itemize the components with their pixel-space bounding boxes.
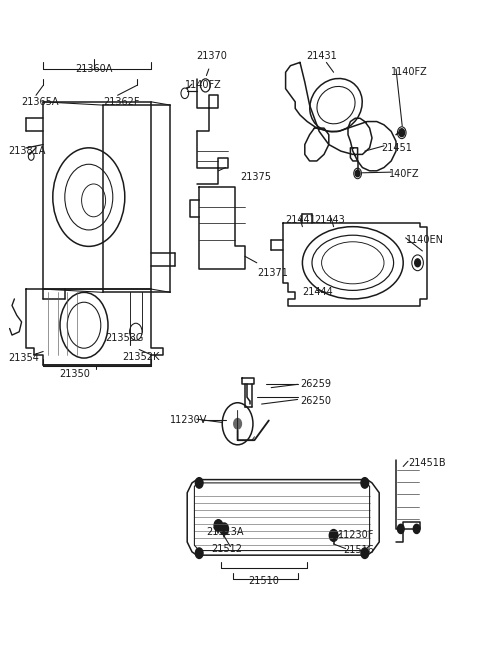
Text: 11230V: 11230V — [170, 415, 208, 426]
Circle shape — [195, 548, 203, 558]
Text: 21431: 21431 — [306, 51, 337, 61]
Text: 1140FZ: 1140FZ — [391, 67, 428, 78]
Text: 21381A: 21381A — [9, 146, 46, 156]
Circle shape — [413, 524, 420, 533]
Text: 21512: 21512 — [211, 543, 242, 554]
Circle shape — [329, 530, 338, 541]
Circle shape — [361, 548, 369, 558]
Text: 21451: 21451 — [382, 143, 412, 153]
Text: 21350: 21350 — [59, 369, 90, 380]
Circle shape — [361, 478, 369, 488]
Text: 21354: 21354 — [9, 353, 39, 363]
Text: 140FZ: 140FZ — [389, 169, 420, 179]
Text: 21353G: 21353G — [106, 333, 144, 344]
Circle shape — [220, 523, 228, 535]
Circle shape — [234, 419, 241, 429]
Text: 21362F: 21362F — [103, 97, 140, 107]
Circle shape — [214, 520, 223, 532]
Text: 26250: 26250 — [300, 396, 331, 406]
Text: 21510: 21510 — [249, 576, 279, 587]
Text: 21352K: 21352K — [122, 352, 160, 363]
Text: 21375: 21375 — [240, 172, 271, 183]
Text: 21513A: 21513A — [206, 527, 244, 537]
Text: 21360A: 21360A — [75, 64, 112, 74]
Text: 1140FZ: 1140FZ — [185, 80, 222, 91]
Circle shape — [355, 170, 360, 177]
Text: 21365A: 21365A — [22, 97, 59, 107]
Text: 26259: 26259 — [300, 379, 331, 390]
Text: 21371: 21371 — [257, 267, 288, 278]
Text: 21370: 21370 — [196, 51, 227, 61]
Text: 11230F: 11230F — [338, 530, 375, 541]
Text: 21451B: 21451B — [408, 458, 445, 468]
Text: 21441: 21441 — [286, 215, 316, 225]
Circle shape — [399, 129, 405, 137]
Circle shape — [415, 259, 420, 267]
Circle shape — [397, 524, 404, 533]
Text: 21443: 21443 — [314, 215, 345, 225]
Circle shape — [195, 478, 203, 488]
Text: 21516: 21516 — [343, 545, 374, 555]
Text: 21444: 21444 — [302, 287, 333, 298]
Text: 1140EN: 1140EN — [406, 235, 444, 245]
